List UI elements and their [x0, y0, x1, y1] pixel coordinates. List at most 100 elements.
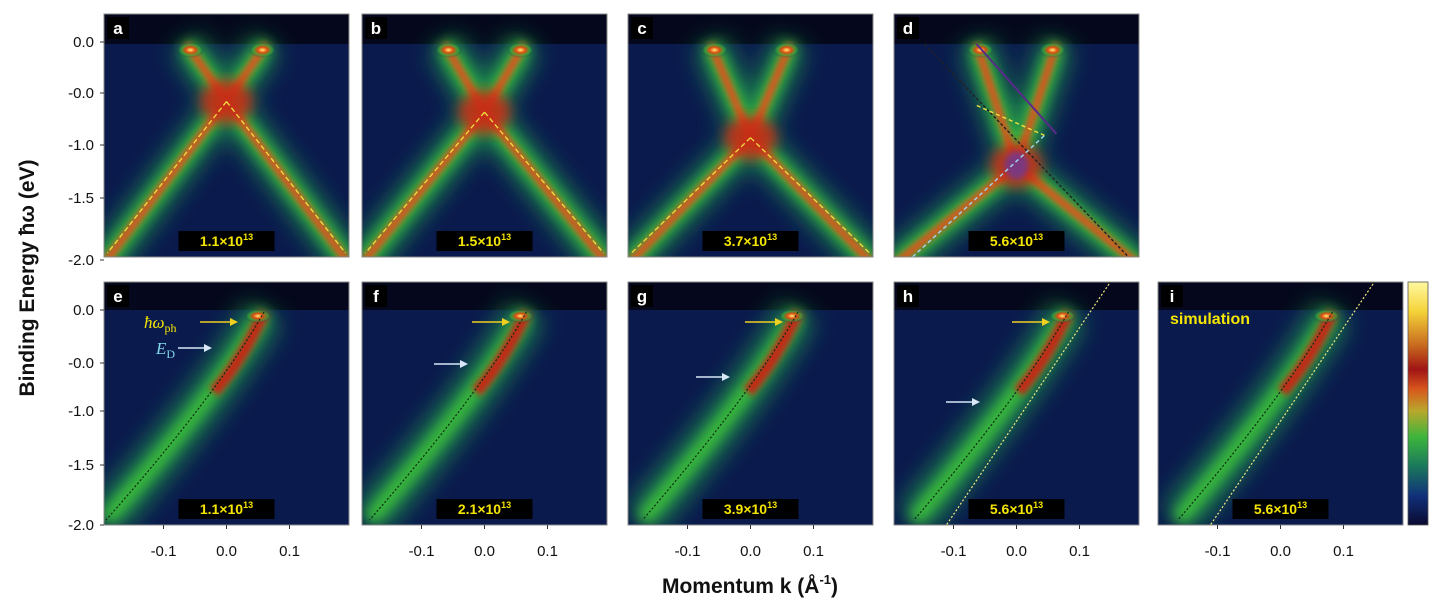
fermi-band [362, 14, 607, 44]
y-tick-label: -1.5 [68, 190, 94, 207]
panel-letter-box [365, 285, 387, 307]
dirac-fit-lines [631, 137, 870, 254]
density-label-box [968, 499, 1065, 519]
fermi-hotspot-left [434, 42, 463, 58]
density-label-box [436, 499, 533, 519]
y-tick-label: -1.5 [68, 457, 94, 474]
fermi-hotspot-right [248, 42, 277, 58]
fermi-hotspot [1312, 309, 1341, 323]
density-mantissa: 1.1×10 [200, 233, 243, 249]
fit-line-dark [923, 43, 1130, 257]
dirac-arrow-head [722, 373, 730, 381]
fit-line-yellow [976, 104, 1045, 137]
density-label: 1.1×1013 [200, 232, 253, 249]
fermi-hotspot [244, 309, 272, 323]
panel-letter: d [903, 19, 913, 38]
y-tick-label: -1.0 [68, 137, 94, 154]
x-tick-label: 0.1 [1069, 543, 1090, 560]
x-tick-label: -0.1 [675, 543, 701, 560]
fit-dotted-line [369, 311, 527, 521]
x-tick-label: 0.1 [803, 543, 824, 560]
x-tick-label: -0.1 [151, 543, 177, 560]
fermi-band [894, 14, 1139, 44]
fit-dotted-line [642, 311, 799, 521]
dirac-arrow-head [972, 398, 980, 406]
fermi-band [628, 282, 873, 310]
dirac-energy-annotation: ED [155, 339, 175, 361]
density-mantissa: 5.6×10 [1254, 501, 1297, 517]
dirac-fit-lines [365, 111, 604, 254]
panel-letter-box [631, 285, 653, 307]
density-label: 3.7×1013 [724, 232, 777, 249]
panel-letter-box [365, 17, 387, 39]
panel-letter-box [897, 285, 919, 307]
density-exponent: 13 [1033, 232, 1043, 242]
density-exponent: 13 [1033, 500, 1043, 510]
fit-dotted-line [1177, 311, 1333, 521]
fermi-band [894, 282, 1139, 310]
x-tick-label: 0.0 [1270, 543, 1291, 560]
x-axis-title-sup: -1 [819, 572, 831, 587]
density-label-box [1232, 499, 1329, 519]
density-label-box [702, 499, 799, 519]
y-tick-label: 0.0 [73, 34, 94, 51]
panel-top-1: b 1.5×1013 [362, 14, 607, 257]
panel-letter-box [631, 17, 653, 39]
density-label-box [968, 231, 1065, 251]
panel-letter: i [1170, 287, 1175, 306]
density-exponent: 13 [501, 500, 511, 510]
panel-letter-box [107, 17, 129, 39]
x-tick-label: 0.1 [537, 543, 558, 560]
panel-bot-2: g 3.9×1013 [628, 282, 873, 525]
colorbar [1407, 281, 1429, 526]
panel-letter: f [373, 287, 379, 306]
density-label: 5.6×1013 [990, 232, 1043, 249]
bare-band-line [1209, 283, 1374, 525]
density-label: 2.1×1013 [458, 500, 511, 517]
x-tick-label: 0.0 [1006, 543, 1027, 560]
dirac-fit-lines [106, 101, 347, 254]
fermi-band [104, 14, 349, 44]
density-mantissa: 1.5×10 [458, 233, 501, 249]
dirac-subscript: D [166, 347, 175, 361]
bare-band-line [945, 283, 1110, 525]
density-label-box [702, 231, 799, 251]
fermi-hotspot-right [506, 42, 535, 58]
density-label-box [178, 231, 275, 251]
y-tick-label: -1.0 [68, 403, 94, 420]
x-tick-label: -0.1 [409, 543, 435, 560]
panel-bot-1: f 2.1×1013 [362, 282, 607, 525]
x-axis-title: Momentum k (Å-1) [662, 572, 838, 598]
panel-top-2: c 3.7×1013 [628, 14, 873, 257]
fermi-hotspot [778, 309, 806, 323]
dirac-arrow-head [204, 344, 212, 352]
panel-letter-box [1161, 285, 1183, 307]
x-tick-label: 0.0 [474, 543, 495, 560]
panel-letter: e [113, 287, 122, 306]
density-label: 1.5×1013 [458, 232, 511, 249]
simulation-label: simulation [1170, 311, 1250, 328]
x-tick-label: 0.0 [740, 543, 761, 560]
panel-letter: b [371, 19, 381, 38]
fermi-hotspot [506, 309, 535, 323]
density-exponent: 13 [1297, 500, 1307, 510]
fermi-band [104, 282, 349, 310]
fermi-hotspot-left [700, 42, 729, 58]
panel-letter: h [903, 287, 913, 306]
density-label: 5.6×1013 [990, 500, 1043, 517]
density-label: 5.6×1013 [1254, 500, 1307, 517]
fermi-band [362, 282, 607, 310]
dirac-arrow-head [460, 360, 468, 368]
phonon-energy-annotation: ħωph [144, 313, 177, 335]
panel-border [893, 13, 1140, 258]
panel-border [361, 13, 608, 258]
phonon-symbol: ħω [144, 313, 165, 332]
density-label: 1.1×1013 [200, 500, 253, 517]
density-mantissa: 1.1×10 [200, 501, 243, 517]
fermi-hotspot-right [772, 42, 801, 58]
x-axis-title-main: Momentum k (Å [662, 574, 820, 598]
phonon-arrow-head [775, 318, 783, 326]
x-tick-label: 0.1 [279, 543, 300, 560]
fermi-hotspot-left [176, 42, 205, 58]
panel-top-0: a 1.1×1013 [104, 14, 349, 257]
